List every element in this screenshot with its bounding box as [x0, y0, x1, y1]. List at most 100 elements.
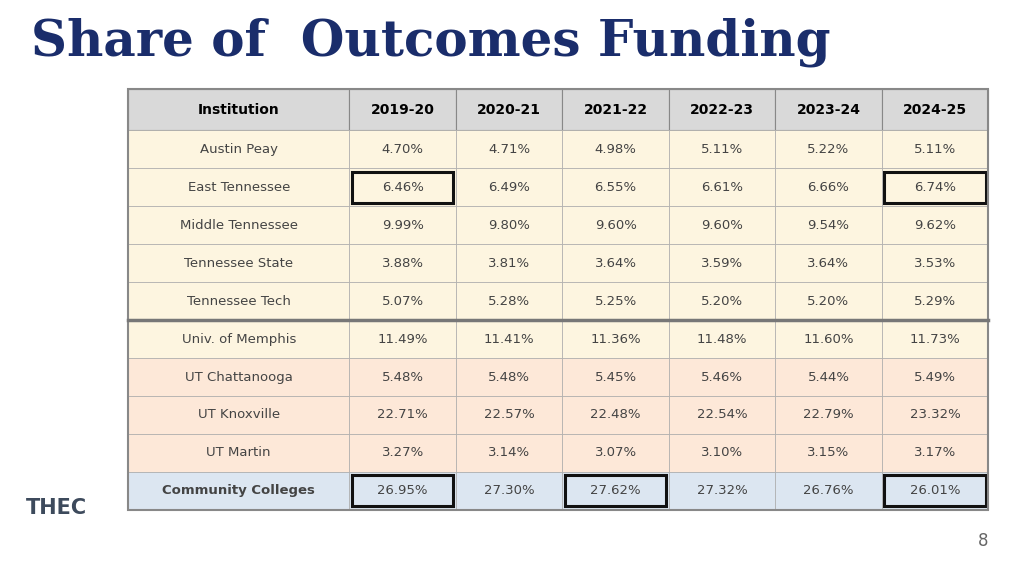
Text: 11.60%: 11.60%	[803, 332, 854, 346]
Text: 5.11%: 5.11%	[913, 143, 956, 156]
Bar	[352, 475, 454, 506]
Bar	[775, 282, 882, 320]
Text: 3.15%: 3.15%	[807, 446, 850, 460]
Bar	[128, 358, 349, 396]
Bar	[562, 206, 669, 244]
Text: 8: 8	[978, 532, 988, 550]
Bar	[775, 206, 882, 244]
Bar	[882, 131, 988, 168]
Bar	[456, 89, 562, 131]
Bar	[669, 358, 775, 396]
Bar	[128, 320, 349, 358]
Text: 22.48%: 22.48%	[590, 408, 641, 422]
Text: 27.32%: 27.32%	[696, 484, 748, 497]
Text: 11.73%: 11.73%	[909, 332, 961, 346]
Bar	[349, 131, 456, 168]
Text: THEC: THEC	[26, 498, 87, 518]
Text: 5.45%: 5.45%	[595, 370, 637, 384]
Bar	[882, 244, 988, 282]
Bar	[669, 396, 775, 434]
Bar	[352, 172, 454, 203]
Bar	[562, 282, 669, 320]
Bar	[128, 282, 349, 320]
Bar	[882, 358, 988, 396]
Text: Community Colleges: Community Colleges	[162, 484, 315, 497]
Text: 3.07%: 3.07%	[595, 446, 637, 460]
Text: 2022-23: 2022-23	[690, 103, 754, 117]
Text: Univ. of Memphis: Univ. of Memphis	[181, 332, 296, 346]
Text: 5.46%: 5.46%	[701, 370, 743, 384]
Bar	[882, 396, 988, 434]
Bar	[775, 472, 882, 510]
Bar	[562, 472, 669, 510]
Bar	[775, 244, 882, 282]
Bar	[562, 434, 669, 472]
Text: 5.22%: 5.22%	[807, 143, 850, 156]
Text: 5.44%: 5.44%	[808, 370, 850, 384]
Text: Tennessee State: Tennessee State	[184, 257, 293, 270]
Bar	[128, 434, 349, 472]
Text: 22.71%: 22.71%	[377, 408, 428, 422]
Bar	[128, 472, 349, 510]
Bar	[882, 206, 988, 244]
Text: UT Martin: UT Martin	[207, 446, 271, 460]
Bar	[885, 475, 985, 506]
Bar	[562, 320, 669, 358]
Text: 2024-25: 2024-25	[903, 103, 967, 117]
Text: 5.11%: 5.11%	[700, 143, 743, 156]
Text: 3.14%: 3.14%	[488, 446, 530, 460]
Bar	[882, 320, 988, 358]
Text: 6.46%: 6.46%	[382, 181, 424, 194]
Bar	[669, 282, 775, 320]
Bar	[349, 244, 456, 282]
Text: 11.48%: 11.48%	[696, 332, 748, 346]
Text: 3.64%: 3.64%	[808, 257, 850, 270]
Text: 9.80%: 9.80%	[488, 219, 530, 232]
Text: 26.95%: 26.95%	[378, 484, 428, 497]
Text: 5.25%: 5.25%	[595, 295, 637, 308]
Bar	[669, 206, 775, 244]
Text: UT Knoxville: UT Knoxville	[198, 408, 280, 422]
Bar	[882, 282, 988, 320]
Bar	[456, 168, 562, 206]
Bar	[456, 282, 562, 320]
Text: 3.17%: 3.17%	[913, 446, 956, 460]
Bar	[669, 168, 775, 206]
Text: 9.54%: 9.54%	[808, 219, 850, 232]
Bar	[775, 396, 882, 434]
Bar	[885, 172, 985, 203]
Text: 5.29%: 5.29%	[913, 295, 956, 308]
Bar	[775, 358, 882, 396]
Bar	[128, 396, 349, 434]
Text: 3.10%: 3.10%	[701, 446, 743, 460]
Text: 27.30%: 27.30%	[483, 484, 535, 497]
Text: 22.54%: 22.54%	[696, 408, 748, 422]
Bar	[349, 89, 456, 131]
Bar	[456, 131, 562, 168]
Bar	[456, 320, 562, 358]
Bar	[882, 472, 988, 510]
Text: 5.20%: 5.20%	[807, 295, 850, 308]
Text: 6.74%: 6.74%	[914, 181, 956, 194]
Text: 11.36%: 11.36%	[590, 332, 641, 346]
Bar	[456, 396, 562, 434]
Bar	[349, 168, 456, 206]
Bar	[882, 168, 988, 206]
Bar	[562, 168, 669, 206]
Bar	[669, 89, 775, 131]
Bar	[456, 244, 562, 282]
Text: 11.41%: 11.41%	[483, 332, 535, 346]
Text: 3.59%: 3.59%	[701, 257, 743, 270]
Text: 6.55%: 6.55%	[595, 181, 637, 194]
Bar	[669, 434, 775, 472]
Text: 23.32%: 23.32%	[909, 408, 961, 422]
Bar	[775, 131, 882, 168]
Text: East Tennessee: East Tennessee	[187, 181, 290, 194]
Bar	[349, 358, 456, 396]
Text: Middle Tennessee: Middle Tennessee	[180, 219, 298, 232]
Text: 4.71%: 4.71%	[488, 143, 530, 156]
Bar	[349, 320, 456, 358]
Bar	[775, 168, 882, 206]
Text: 5.48%: 5.48%	[382, 370, 424, 384]
Text: 9.99%: 9.99%	[382, 219, 424, 232]
